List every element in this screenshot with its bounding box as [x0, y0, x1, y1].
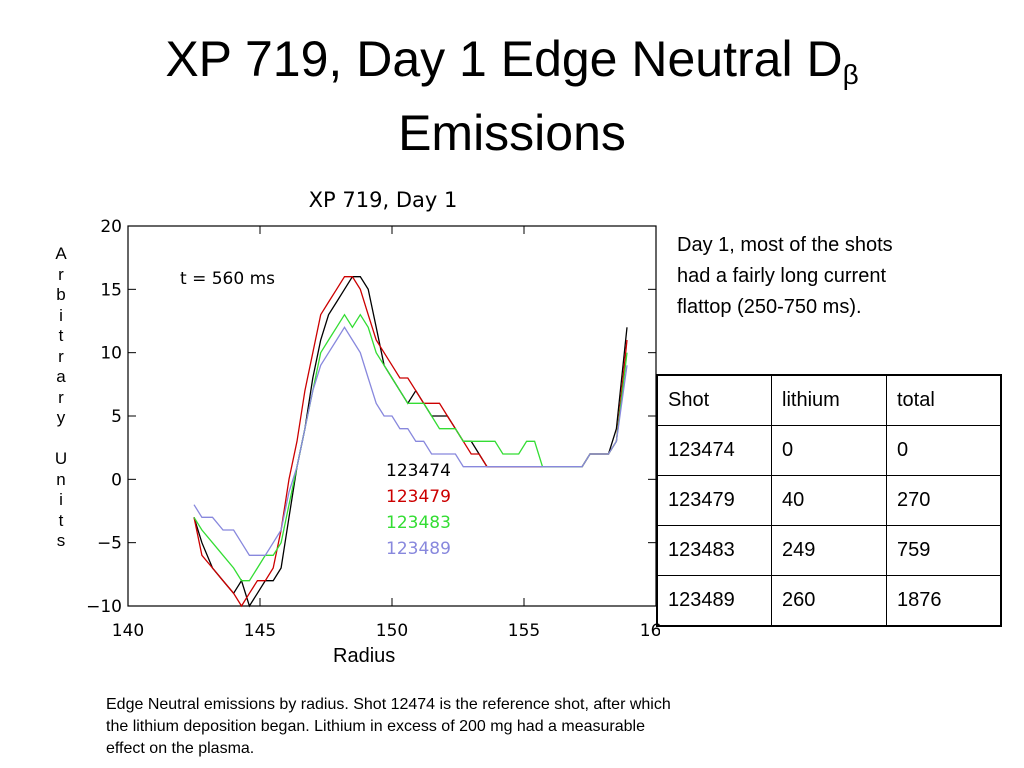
y-tick-label: 20 [100, 217, 122, 237]
table-header-cell: lithium [771, 374, 887, 426]
y-axis-label: A r b i t r a r y U n i t s [54, 244, 68, 550]
table-header-cell: Shot [656, 374, 772, 426]
day-note: Day 1, most of the shots had a fairly lo… [677, 234, 893, 318]
series-lines [193, 276, 628, 608]
table-row: 123483 249 759 [656, 525, 1002, 576]
table-cell: 0 [886, 425, 1002, 476]
table-cell: 123483 [656, 525, 772, 576]
table-row: 123489 260 1876 [656, 575, 1002, 627]
x-tick-label: 145 [244, 621, 276, 641]
y-tick-label: 5 [111, 407, 122, 427]
y-tick-label: 15 [100, 280, 122, 300]
x-tick-label: 155 [508, 621, 540, 641]
slide-title-subscript: β [842, 59, 859, 90]
table-header-cell: total [886, 374, 1002, 426]
emission-chart: XP 719, Day 1 140 145 150 155 160 20 15 10 5 0 −5 −… [86, 188, 660, 641]
table-row: 123474 0 0 [656, 425, 1002, 476]
figure-caption: Edge Neutral emissions by radius. Shot 1… [106, 696, 671, 757]
table-cell: 249 [771, 525, 887, 576]
series-line-123489 [193, 326, 628, 556]
table-cell: 759 [886, 525, 1002, 576]
table-cell: 270 [886, 475, 1002, 526]
table-header-row: Shot lithium total [656, 374, 1002, 426]
x-tick-label: 150 [376, 621, 408, 641]
x-axis-label: Radius [333, 645, 396, 667]
legend-entry-123479: 123479 [386, 487, 451, 507]
y-tick-label: −5 [97, 534, 122, 554]
y-tick-label: 10 [100, 344, 122, 364]
table-cell: 123489 [656, 575, 772, 627]
y-tick-label: −10 [86, 597, 122, 617]
table-cell: 0 [771, 425, 887, 476]
legend: 123474 123479 123483 123489 [386, 461, 451, 559]
x-tick-label: 140 [112, 621, 144, 641]
y-tick-label: 0 [111, 470, 122, 490]
shot-table: Shot lithium total 123474 0 0 123479 40 … [656, 374, 1002, 627]
slide-title-main: XP 719, Day 1 Edge Neutral D [165, 31, 843, 87]
table-cell: 40 [771, 475, 887, 526]
table-cell: 123479 [656, 475, 772, 526]
slide-title-line2: Emissions [398, 105, 626, 161]
table-cell: 1876 [886, 575, 1002, 627]
table-cell: 260 [771, 575, 887, 627]
x-tick-label: 160 [640, 621, 660, 641]
slide-title: XP 719, Day 1 Edge Neutral Dβ Emissions [0, 30, 1024, 162]
axis-ticks: 140 145 150 155 160 20 15 10 5 0 −5 −10 [86, 217, 660, 641]
legend-entry-123483: 123483 [386, 513, 451, 533]
legend-entry-123474: 123474 [386, 461, 451, 481]
table-cell: 123474 [656, 425, 772, 476]
plot-title: XP 719, Day 1 [309, 188, 458, 212]
table-row: 123479 40 270 [656, 475, 1002, 526]
plot-annotation: t = 560 ms [180, 269, 275, 289]
legend-entry-123489: 123489 [386, 539, 451, 559]
